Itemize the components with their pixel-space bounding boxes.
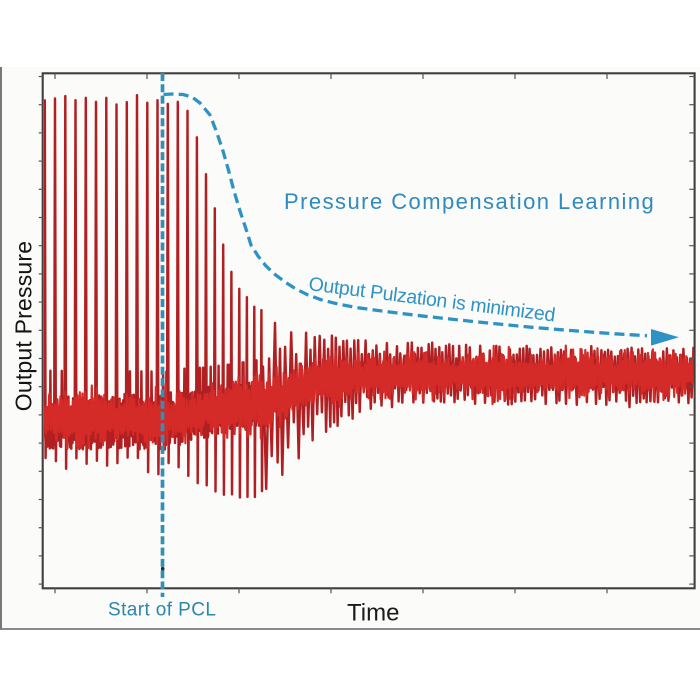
svg-text:Output Pressure: Output Pressure [11, 241, 37, 411]
svg-text:Pressure Compensation Learning: Pressure Compensation Learning [284, 189, 655, 214]
svg-text:Start of PCL: Start of PCL [108, 600, 216, 621]
svg-text:Time: Time [347, 600, 399, 627]
svg-text:Output Pulzation is minimized: Output Pulzation is minimized [307, 273, 556, 326]
